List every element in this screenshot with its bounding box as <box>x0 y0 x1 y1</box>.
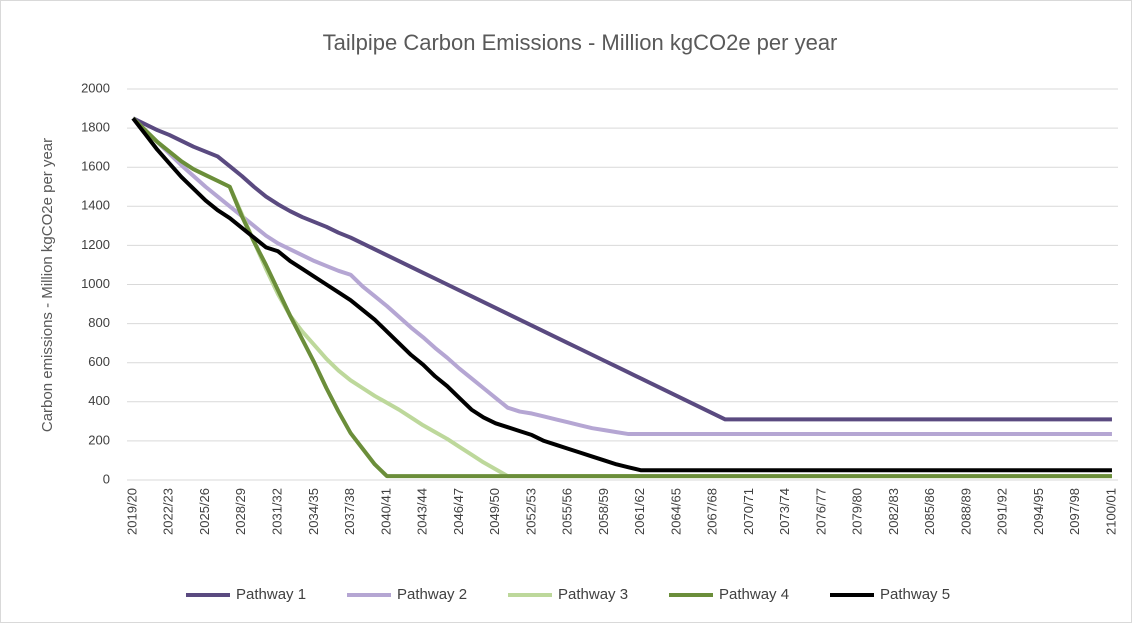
series-line <box>131 116 1112 437</box>
y-tick-label: 0 <box>103 471 110 486</box>
x-tick-label: 2076/77 <box>813 488 828 535</box>
x-tick-label: 2067/68 <box>705 488 720 535</box>
x-tick-label: 2043/44 <box>415 488 430 535</box>
x-tick-label: 2031/32 <box>270 488 285 535</box>
series-line <box>131 117 1112 473</box>
x-tick-label: 2025/26 <box>197 488 212 535</box>
x-tick-label: 2055/56 <box>560 488 575 535</box>
chart-title: Tailpipe Carbon Emissions - Million kgCO… <box>323 30 838 55</box>
x-tick-label: 2079/80 <box>850 488 865 535</box>
y-tick-label: 2000 <box>81 80 110 95</box>
x-tick-label: 2073/74 <box>777 488 792 535</box>
x-tick-label: 2046/47 <box>451 488 466 535</box>
y-tick-label: 1000 <box>81 276 110 291</box>
legend-label: Pathway 2 <box>397 586 467 603</box>
x-tick-label: 2028/29 <box>233 488 248 535</box>
series-line <box>132 116 1112 422</box>
x-tick-label: 2052/53 <box>523 488 538 535</box>
y-tick-label: 1600 <box>81 159 110 174</box>
y-tick-label: 800 <box>88 315 110 330</box>
y-tick-label: 1800 <box>81 120 110 135</box>
legend-label: Pathway 4 <box>719 586 789 603</box>
y-tick-label: 1400 <box>81 198 110 213</box>
x-tick-label: 2070/71 <box>741 488 756 535</box>
legend-label: Pathway 1 <box>236 586 306 603</box>
y-tick-label: 600 <box>88 354 110 369</box>
legend-label: Pathway 3 <box>558 586 628 603</box>
x-tick-label: 2061/62 <box>632 488 647 535</box>
x-tick-label: 2100/01 <box>1103 488 1118 535</box>
y-tick-label: 200 <box>88 432 110 447</box>
y-tick-label: 400 <box>88 393 110 408</box>
x-tick-label: 2049/50 <box>487 488 502 535</box>
x-tick-label: 2088/89 <box>958 488 973 535</box>
x-tick-label: 2097/98 <box>1067 488 1082 535</box>
legend-label: Pathway 5 <box>880 586 950 603</box>
x-tick-label: 2085/86 <box>922 488 937 535</box>
x-tick-label: 2064/65 <box>668 488 683 535</box>
x-tick-label: 2091/92 <box>995 488 1010 535</box>
y-tick-label: 1200 <box>81 237 110 252</box>
y-axis-label: Carbon emissions - Million kgCO2e per ye… <box>39 138 56 432</box>
x-tick-label: 2094/95 <box>1031 488 1046 535</box>
x-tick-label: 2022/23 <box>161 488 176 535</box>
series-line <box>131 116 1112 479</box>
x-tick-label: 2019/20 <box>124 488 139 535</box>
x-tick-label: 2040/41 <box>378 488 393 535</box>
x-tick-label: 2034/35 <box>306 488 321 535</box>
x-tick-label: 2082/83 <box>886 488 901 535</box>
x-tick-label: 2037/38 <box>342 488 357 535</box>
x-tick-label: 2058/59 <box>596 488 611 535</box>
